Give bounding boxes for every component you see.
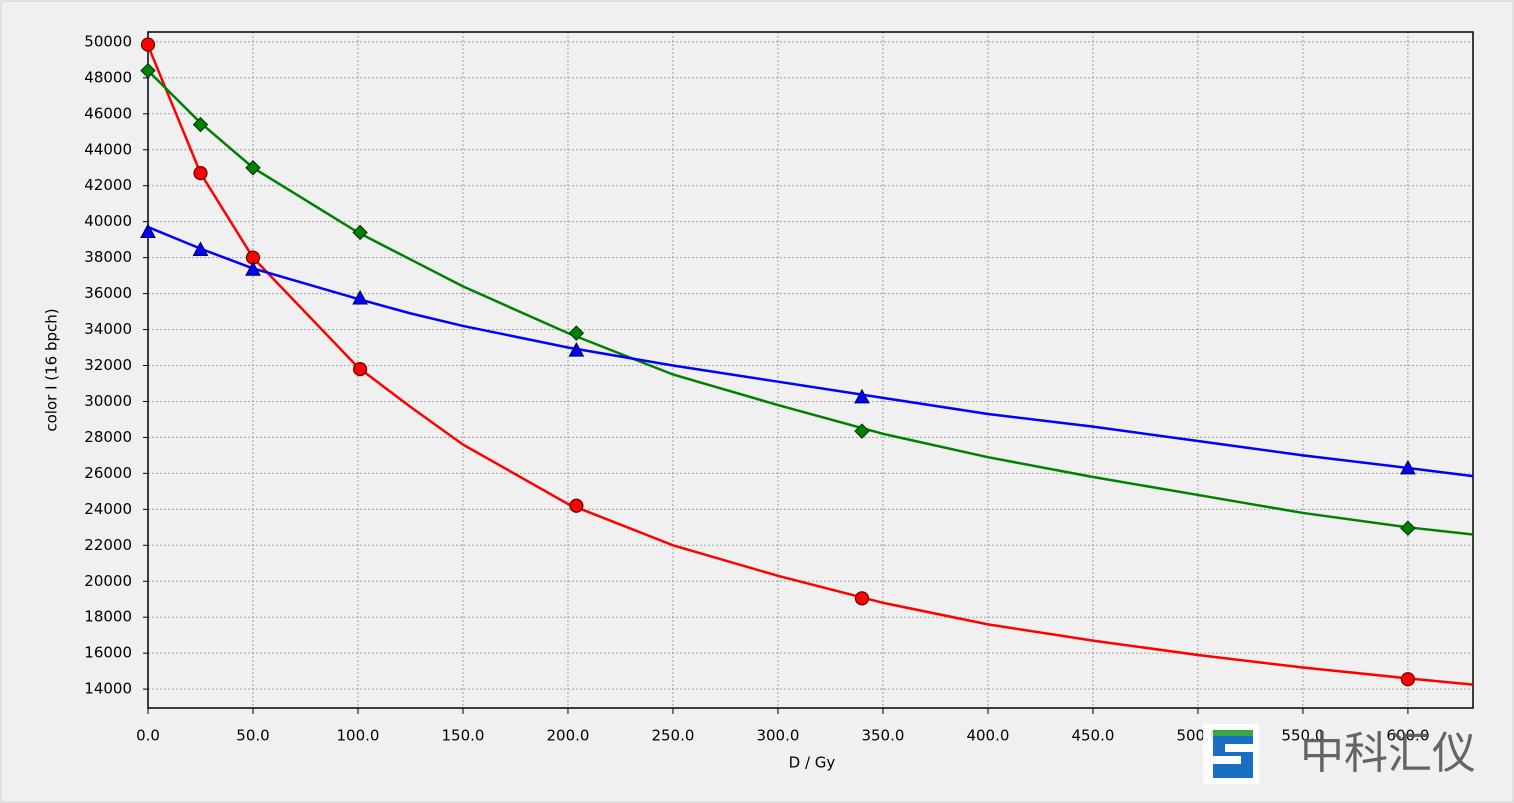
data-point (568, 342, 585, 357)
y-tick-label: 38000 (84, 248, 132, 266)
data-point (568, 325, 585, 341)
fit-line (146, 45, 1474, 686)
data-point (245, 160, 261, 176)
data-point (569, 498, 584, 513)
plot-border (147, 31, 1474, 709)
x-tick-label: 350.0 (861, 727, 904, 745)
y-tick-label: 48000 (84, 68, 132, 86)
data-point (245, 261, 261, 276)
plot-area (148, 32, 1473, 708)
y-tick-label: 30000 (84, 392, 132, 410)
data-point (854, 423, 870, 439)
data-point (352, 362, 368, 377)
x-tick-label: 300.0 (756, 727, 799, 745)
x-tick-label: 50.0 (236, 727, 269, 745)
x-tick-label: 250.0 (651, 727, 694, 745)
data-point (140, 223, 156, 238)
data-point (192, 241, 209, 256)
data-point (193, 166, 208, 181)
x-tick-label: 450.0 (1071, 727, 1114, 745)
y-tick-label: 26000 (84, 464, 132, 482)
y-tick-label: 16000 (84, 644, 132, 662)
data-point (140, 62, 156, 79)
watermark-logo (1203, 724, 1259, 784)
x-tick-label: 550.0 (1281, 727, 1324, 745)
y-tick-label: 50000 (84, 32, 132, 50)
y-tick-label: 44000 (84, 140, 132, 158)
x-axis-label: D / Gy (789, 754, 836, 772)
data-point (192, 116, 209, 133)
y-tick-label: 24000 (84, 500, 132, 518)
y-tick-label: 18000 (84, 608, 132, 626)
y-tick-label: 40000 (84, 212, 132, 230)
data-point (352, 289, 368, 305)
data-point (1400, 459, 1416, 475)
x-tick-label: 200.0 (546, 727, 589, 745)
watermark: 中科汇仪 (1300, 728, 1476, 779)
y-tick-label: 46000 (84, 104, 132, 122)
y-axis-label: color I (16 bpch) (43, 308, 61, 431)
data-point (1400, 520, 1416, 536)
x-tick-label: 400.0 (966, 727, 1009, 745)
y-tick-label: 22000 (84, 536, 132, 554)
fit-line (147, 69, 1474, 536)
data-point (854, 388, 870, 404)
data-point (1400, 672, 1416, 687)
fit-line (147, 225, 1474, 478)
y-tick-label: 36000 (84, 284, 132, 302)
data-point (352, 224, 368, 241)
y-tick-label: 28000 (84, 428, 132, 446)
y-tick-label: 34000 (84, 320, 132, 338)
data-point (140, 37, 156, 52)
y-tick-label: 20000 (84, 572, 132, 590)
x-tick-label: 600.0 (1386, 727, 1429, 745)
y-tick-label: 14000 (84, 680, 132, 698)
x-tick-label: 100.0 (337, 727, 380, 745)
y-tick-label: 32000 (84, 356, 132, 374)
x-tick-label: 0.0 (136, 727, 160, 745)
data-point (854, 591, 870, 606)
y-tick-label: 42000 (84, 176, 132, 194)
x-tick-label: 150.0 (441, 727, 484, 745)
